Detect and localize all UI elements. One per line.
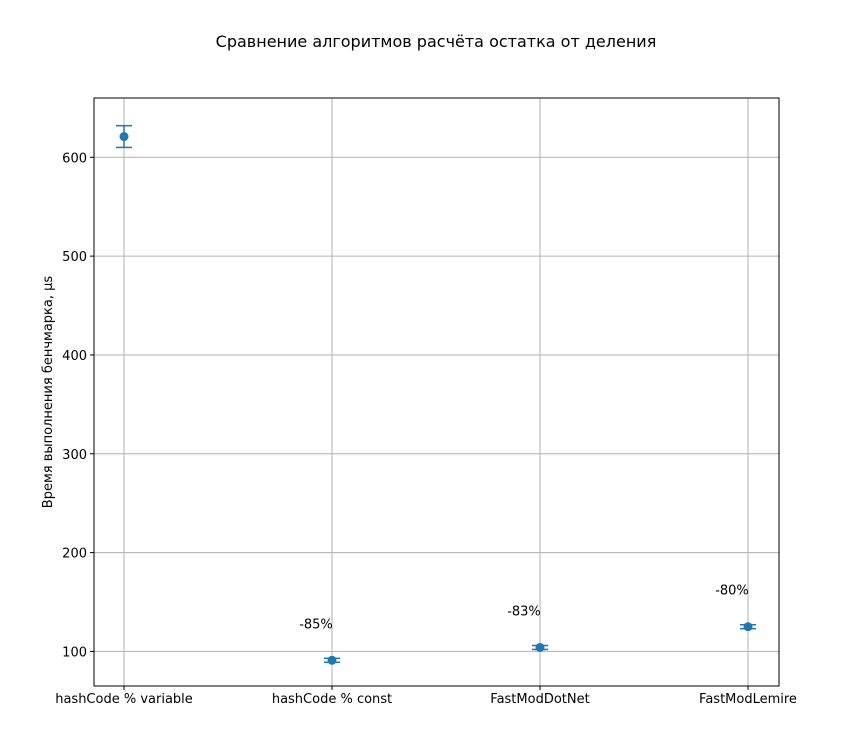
y-tick-label: 600 — [62, 151, 87, 166]
grid-layer — [94, 98, 779, 686]
data-annotation: -85% — [299, 617, 333, 632]
plot-frame — [93, 97, 780, 687]
data-annotation: -83% — [507, 604, 541, 619]
chart-title: Сравнение алгоритмов расчёта остатка от … — [216, 32, 657, 51]
x-tick-label: hashCode % variable — [55, 692, 193, 707]
y-tick-label: 300 — [62, 448, 87, 463]
data-annotation: -80% — [715, 584, 749, 599]
y-tick-label: 500 — [62, 250, 87, 265]
marks-layer: -85% -83% -80% — [116, 124, 756, 665]
data-point — [327, 655, 337, 665]
data-point — [743, 622, 753, 632]
y-tick-label: 100 — [62, 645, 87, 660]
x-tick-label: FastModDotNet — [490, 692, 589, 707]
x-tick-label: hashCode % const — [272, 692, 392, 707]
ticks-layer: 100 200 300 400 500 600 hashCode % variable has… — [55, 151, 797, 707]
data-point — [535, 642, 545, 652]
y-tick-label: 400 — [62, 349, 87, 364]
y-axis-label: Время выполнения бенчмарка, μs — [41, 276, 56, 509]
y-tick-label: 200 — [62, 547, 87, 562]
x-tick-label: FastModLemire — [699, 692, 797, 707]
data-point — [119, 132, 129, 142]
